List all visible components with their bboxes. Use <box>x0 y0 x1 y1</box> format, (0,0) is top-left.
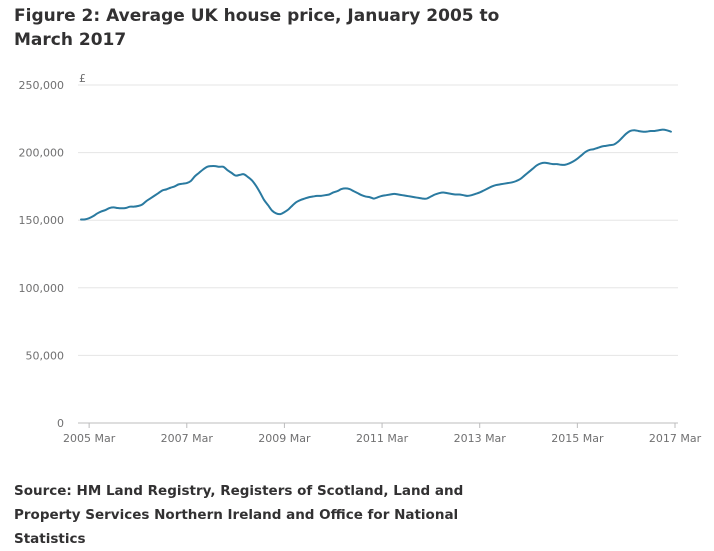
x-tick-label: 2013 Mar <box>454 432 507 445</box>
gridlines <box>78 84 678 356</box>
x-tick-label: 2015 Mar <box>551 432 604 445</box>
y-tick-label: 100,000 <box>19 282 65 295</box>
chart-title: Figure 2: Average UK house price, Januar… <box>14 6 500 50</box>
y-axis-unit-label: £ <box>79 72 86 85</box>
x-axis-ticks: 2005 Mar 2007 Mar 2009 Mar 2011 Mar 2013 Mar… <box>63 423 702 445</box>
y-axis-ticks: 0 50,000 100,000 150,000 200,000 250,000 <box>19 79 65 430</box>
x-tick-label: 2007 Mar <box>161 432 214 445</box>
y-tick-label: 250,000 <box>19 79 65 92</box>
x-tick-label: 2009 Mar <box>258 432 311 445</box>
y-tick-label: 200,000 <box>19 147 65 160</box>
average-house-price-line <box>80 128 672 221</box>
y-tick-label: 150,000 <box>19 214 65 227</box>
y-tick-label: 0 <box>57 417 64 430</box>
source-note: Source: HM Land Registry, Registers of S… <box>14 483 464 547</box>
x-tick-label: 2011 Mar <box>356 432 409 445</box>
x-tick-label: 2017 Mar <box>649 432 702 445</box>
y-tick-label: 50,000 <box>26 349 65 362</box>
x-tick-label: 2005 Mar <box>63 432 116 445</box>
house-price-line-chart: £ 0 50,000 100,000 150,000 200,000 250,000 20… <box>19 72 702 445</box>
